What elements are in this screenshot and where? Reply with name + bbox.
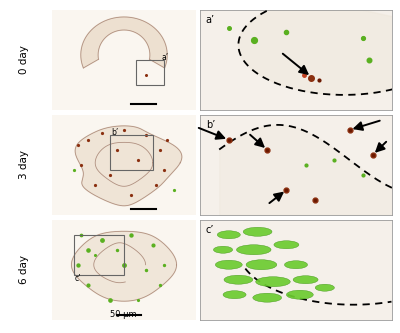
Ellipse shape <box>236 245 271 255</box>
Polygon shape <box>72 231 176 301</box>
Bar <box>110 135 153 170</box>
Polygon shape <box>75 126 182 206</box>
Text: 0 day: 0 day <box>19 46 29 74</box>
Ellipse shape <box>293 276 318 284</box>
Text: a’: a’ <box>162 53 168 62</box>
Ellipse shape <box>256 277 290 287</box>
Text: b’: b’ <box>206 120 215 130</box>
Polygon shape <box>81 17 167 68</box>
Text: 3 day: 3 day <box>19 150 29 179</box>
Text: 6 day: 6 day <box>19 255 29 284</box>
Ellipse shape <box>217 231 240 239</box>
Ellipse shape <box>246 260 277 270</box>
Ellipse shape <box>253 293 282 302</box>
Polygon shape <box>238 0 400 95</box>
Ellipse shape <box>286 290 313 299</box>
Bar <box>136 60 164 85</box>
Ellipse shape <box>274 241 299 249</box>
Text: c’: c’ <box>206 225 214 235</box>
Text: b’: b’ <box>111 128 118 137</box>
Text: c’: c’ <box>75 274 82 283</box>
Ellipse shape <box>215 260 242 269</box>
Ellipse shape <box>223 291 246 299</box>
Ellipse shape <box>315 284 334 291</box>
Text: a’: a’ <box>206 15 215 25</box>
Ellipse shape <box>224 275 253 284</box>
Ellipse shape <box>243 227 272 236</box>
Ellipse shape <box>214 246 233 253</box>
Ellipse shape <box>284 261 308 269</box>
Text: 50 μm: 50 μm <box>110 310 136 319</box>
Bar <box>74 235 124 275</box>
